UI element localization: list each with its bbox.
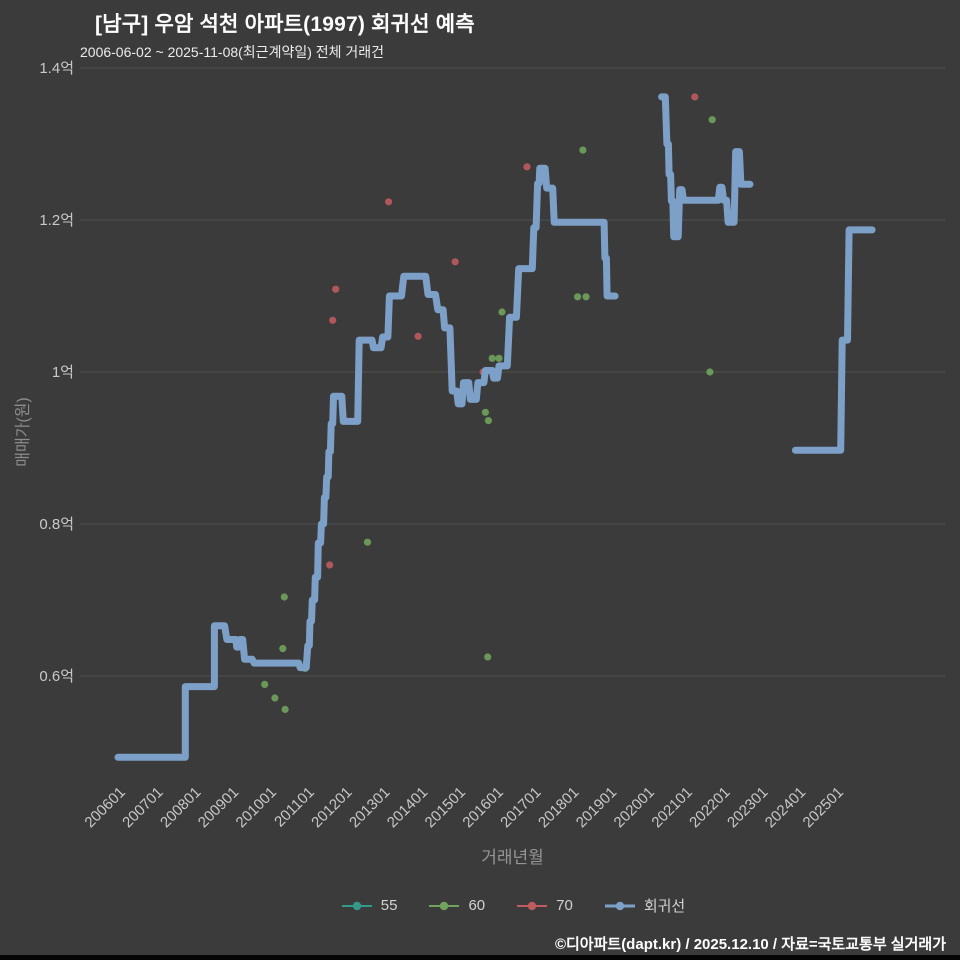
scatter-point-s60 <box>281 705 289 714</box>
scatter-point-s60 <box>495 354 503 362</box>
x-tick-label: 201401 <box>384 784 431 831</box>
scatter-point-s60 <box>271 694 279 702</box>
scatter-point-s70 <box>385 198 393 206</box>
scatter-point-s60 <box>498 308 506 316</box>
scatter-point-s60 <box>363 538 372 546</box>
y-tick-label: 0.8억 <box>39 516 74 533</box>
x-tick-label: 200801 <box>157 784 204 831</box>
scatter-point-s70 <box>329 316 337 324</box>
x-tick-label: 201001 <box>233 784 280 831</box>
page-title: [남구] 우암 석천 아파트(1997) 회귀선 예측 <box>95 13 475 36</box>
x-tick-label: 202501 <box>800 784 847 831</box>
legend-item-s70[interactable]: 70 <box>515 897 573 914</box>
regression-line <box>658 93 754 241</box>
x-axis-title: 거래년월 <box>481 848 544 867</box>
regression-line <box>114 164 619 761</box>
y-tick-label: 0.6억 <box>39 668 74 685</box>
legend-label: 70 <box>556 897 573 914</box>
x-tick-label: 201201 <box>308 784 355 831</box>
scatter-point-s60 <box>574 293 582 301</box>
x-tick-label: 200901 <box>195 784 242 831</box>
x-tick-label: 202301 <box>724 784 771 831</box>
y-tick-label: 1.2억 <box>39 212 74 229</box>
scatter-point-s60 <box>579 146 587 154</box>
x-tick-label: 201501 <box>422 784 469 831</box>
x-tick-label: 202401 <box>762 784 809 831</box>
y-tick-label: 1억 <box>52 364 74 381</box>
x-tick-label: 201101 <box>271 784 318 831</box>
scatter-point-s60 <box>706 368 714 376</box>
legend-label: 60 <box>468 897 486 914</box>
scatter-point-s60 <box>582 293 590 301</box>
scatter-point-s70 <box>332 285 340 293</box>
scatter-point-s60 <box>708 116 716 124</box>
y-axis-title: 매매가(원) <box>15 397 32 467</box>
footer-credit: ©디아파트(dapt.kr) / 2025.12.10 / 자료=국토교통부 실… <box>554 936 946 953</box>
chart-plot-area[interactable]: 0.6억 0.8억 1억 1.2억 1.4억 2006012007012008012009… <box>0 0 960 890</box>
legend-marker-icon <box>517 901 548 910</box>
scatter-point-s70 <box>691 93 699 101</box>
x-tick-label: 202201 <box>686 784 733 831</box>
x-tick-label: 202101 <box>648 784 695 831</box>
scatter-point-s60 <box>484 653 492 661</box>
scatter-point-s60 <box>481 408 489 416</box>
x-tick-label: 200701 <box>119 784 166 831</box>
x-tick-label: 201301 <box>346 784 393 831</box>
legend-item-s55[interactable]: 55 <box>340 897 398 914</box>
scatter-point-s60 <box>488 354 496 362</box>
legend-label: 회귀선 <box>643 898 686 915</box>
scatter-point-s60 <box>484 417 492 425</box>
scatter-point-s60 <box>280 593 288 601</box>
chart-legend: 55 60 70 회귀선 <box>80 895 945 916</box>
x-tick-label: 200601 <box>81 784 128 831</box>
legend-item-regression[interactable]: 회귀선 <box>603 895 685 916</box>
legend-marker-icon <box>604 901 635 910</box>
chart-subtitle: 2006-06-02 ~ 2025-11-08(최근계약일) 전체 거래건 <box>80 44 385 60</box>
legend-label: 55 <box>380 897 398 914</box>
regression-line <box>791 226 876 454</box>
legend-marker-icon <box>429 901 460 910</box>
bottom-bar <box>0 955 960 960</box>
scatter-point-s70 <box>451 258 459 266</box>
scatter-point-s70 <box>326 561 334 569</box>
x-tick-label: 202001 <box>611 784 658 831</box>
x-tick-label: 201701 <box>497 784 544 831</box>
scatter-point-s70 <box>414 332 422 340</box>
y-tick-label: 1.4억 <box>39 60 74 77</box>
legend-item-s60[interactable]: 60 <box>427 897 485 914</box>
scatter-point-s60 <box>279 645 287 653</box>
scatter-point-s70 <box>523 163 531 171</box>
x-tick-label: 201901 <box>573 784 620 831</box>
x-tick-label: 201801 <box>535 784 582 831</box>
scatter-point-s60 <box>261 680 269 689</box>
legend-marker-icon <box>341 901 372 910</box>
x-tick-label: 201601 <box>459 784 506 831</box>
